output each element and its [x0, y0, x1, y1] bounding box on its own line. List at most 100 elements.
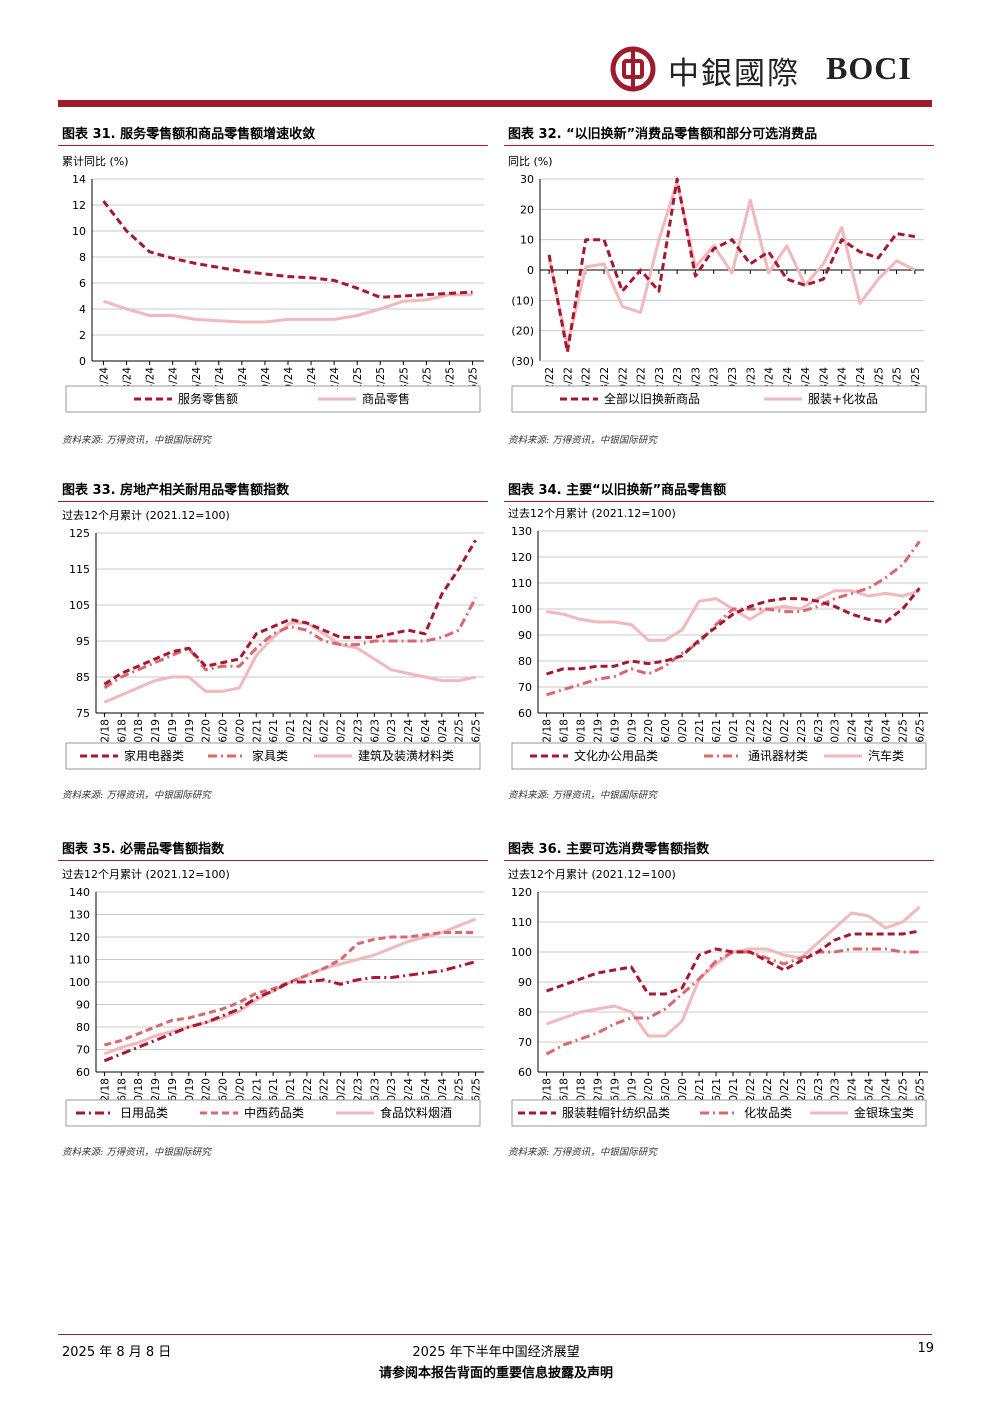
chart-source: 资料来源: 万得资讯，中银国际研究 — [62, 1147, 211, 1158]
x-tick-label: 10/22 — [336, 719, 348, 749]
chart-source: 资料来源: 万得资讯，中银国际研究 — [62, 435, 211, 446]
legend-label: 服装鞋帽针纺织品类 — [562, 1105, 670, 1120]
legend-box — [65, 742, 481, 770]
series-line — [546, 587, 921, 676]
y-tick-label: 70 — [518, 681, 532, 694]
panel-chart-36: 图表 36. 主要可选消费零售额指数 过去12个月累计 (2021.12=100… — [504, 838, 934, 1168]
x-tick-label: 02/20 — [201, 719, 213, 749]
y-tick-label: 60 — [518, 1066, 532, 1079]
y-tick-label: 100 — [511, 946, 532, 959]
y-tick-label: (20) — [511, 325, 534, 338]
legend-box — [65, 385, 481, 413]
x-tick-label: 02/25 — [898, 719, 910, 749]
y-tick-label: 10 — [72, 225, 86, 238]
series-line — [102, 200, 473, 299]
title-rule — [58, 860, 488, 861]
x-tick-label: 10/19 — [626, 719, 638, 749]
y-tick-label: 80 — [518, 655, 532, 668]
logo-text-en: BOCI — [826, 50, 912, 86]
header-divider — [58, 100, 932, 107]
y-tick-label: 10 — [520, 234, 534, 247]
y-axis-label: 过去12个月累计 (2021.12=100) — [508, 507, 676, 520]
y-tick-label: 105 — [69, 599, 90, 612]
series-line — [545, 929, 920, 996]
legend-label: 通讯器材类 — [748, 749, 808, 763]
logo-text-cn: 中銀國際 — [668, 56, 800, 92]
y-axis-label: 过去12个月累计 (2021.12=100) — [62, 509, 230, 522]
x-tick-label: 06/23 — [369, 719, 381, 749]
y-tick-label: 75 — [76, 707, 90, 720]
y-tick-label: 120 — [511, 886, 532, 899]
chart-title: 图表 31. 服务零售额和商品零售额增速收敛 — [62, 127, 316, 142]
legend-label: 建筑及装潢材料类 — [358, 748, 454, 763]
y-tick-label: 85 — [76, 671, 90, 684]
footer-divider — [58, 1334, 932, 1335]
x-tick-label: 02/19 — [592, 719, 604, 749]
series-line — [103, 293, 473, 324]
x-tick-label: 02/24 — [403, 719, 415, 750]
y-tick-label: 80 — [518, 1006, 532, 1019]
x-tick-label: 03/24 — [122, 367, 134, 398]
legend-label: 汽车类 — [868, 748, 904, 763]
x-tick-label: 10/18 — [575, 719, 587, 749]
y-tick-label: 80 — [76, 1021, 90, 1034]
legend-label: 家用电器类 — [124, 748, 184, 763]
y-tick-label: 125 — [69, 527, 90, 540]
panel-chart-35: 图表 35. 必需品零售额指数 过去12个月累计 (2021.12=100) 60… — [58, 838, 488, 1168]
legend-label: 日用品类 — [120, 1106, 168, 1120]
x-tick-label: 10/20 — [677, 719, 689, 749]
panel-chart-31: 图表 31. 服务零售额和商品零售额增速收敛 累计同比 (%) 0 2 4 6 8 10 12… — [58, 123, 488, 453]
x-tick-label: 06/19 — [609, 719, 621, 749]
series-line — [103, 917, 477, 1056]
x-tick-label: 10/24 — [437, 719, 449, 750]
x-tick-label: 02/18 — [541, 719, 553, 749]
y-tick-label: 95 — [76, 635, 90, 648]
y-tick-label: 110 — [511, 577, 532, 590]
y-tick-label: 90 — [518, 629, 532, 642]
x-tick-label: 10/20 — [234, 719, 246, 749]
y-tick-label: 120 — [511, 551, 532, 564]
y-tick-label: 90 — [518, 976, 532, 989]
x-tick-label: 02/24 — [847, 719, 859, 750]
y-tick-label: 70 — [518, 1036, 532, 1049]
x-tick-label: 02/21 — [251, 719, 263, 749]
y-tick-label: 110 — [69, 954, 90, 967]
chart-title: 图表 32. “以旧换新”消费品零售额和部分可选消费品 — [508, 127, 818, 142]
x-tick-label: 10/23 — [830, 719, 842, 749]
title-rule — [504, 501, 934, 502]
boci-logo: 中銀國際 BOCI — [606, 44, 934, 92]
series-line — [546, 540, 921, 697]
line-chart: 过去12个月累计 (2021.12=100) 60 70 80 90 100 110 120 1… — [508, 507, 928, 770]
title-rule — [58, 145, 488, 146]
y-tick-label: 60 — [76, 1066, 90, 1079]
y-axis-label: 过去12个月累计 (2021.12=100) — [508, 868, 676, 881]
x-tick-label: 06/19 — [167, 719, 179, 749]
legend-label: 化妆品类 — [744, 1106, 792, 1120]
y-tick-label: 100 — [69, 976, 90, 989]
footer-title: 2025 年下半年中国经济展望 — [412, 1345, 580, 1360]
x-tick-label: 06/21 — [268, 719, 280, 749]
panel-chart-33: 图表 33. 房地产相关耐用品零售额指数 过去12个月累计 (2021.12=1… — [58, 479, 488, 809]
footer-date: 2025 年 8 月 8 日 — [62, 1345, 172, 1360]
x-tick-label: 06/25 — [915, 719, 927, 749]
y-tick-label: 0 — [527, 264, 534, 277]
y-tick-label: 130 — [69, 909, 90, 922]
series-line — [104, 931, 476, 1047]
x-tick-label: 06/25 — [471, 719, 483, 749]
x-tick-label: 10/19 — [184, 719, 196, 749]
series-line — [103, 597, 477, 690]
y-axis-label: 过去12个月累计 (2021.12=100) — [62, 868, 230, 881]
series-line — [545, 947, 920, 1056]
y-tick-label: 0 — [79, 355, 86, 368]
y-tick-label: 8 — [79, 251, 86, 264]
x-tick-label: 02/20 — [643, 719, 655, 749]
x-tick-label: 06/22 — [319, 719, 331, 749]
x-tick-label: 02/19 — [150, 719, 162, 749]
panel-chart-34: 图表 34. 主要“以旧换新”商品零售额 过去12个月累计 (2021.12=1… — [504, 479, 934, 809]
panel-chart-32: 图表 32. “以旧换新”消费品零售额和部分可选消费品 同比 (%) (30) (2… — [504, 123, 934, 453]
x-tick-label: 06/20 — [660, 719, 672, 749]
chart-title: 图表 33. 房地产相关耐用品零售额指数 — [62, 483, 290, 498]
x-tick-label: 10/21 — [285, 719, 297, 749]
legend-label: 全部以旧换新商品 — [604, 391, 700, 406]
